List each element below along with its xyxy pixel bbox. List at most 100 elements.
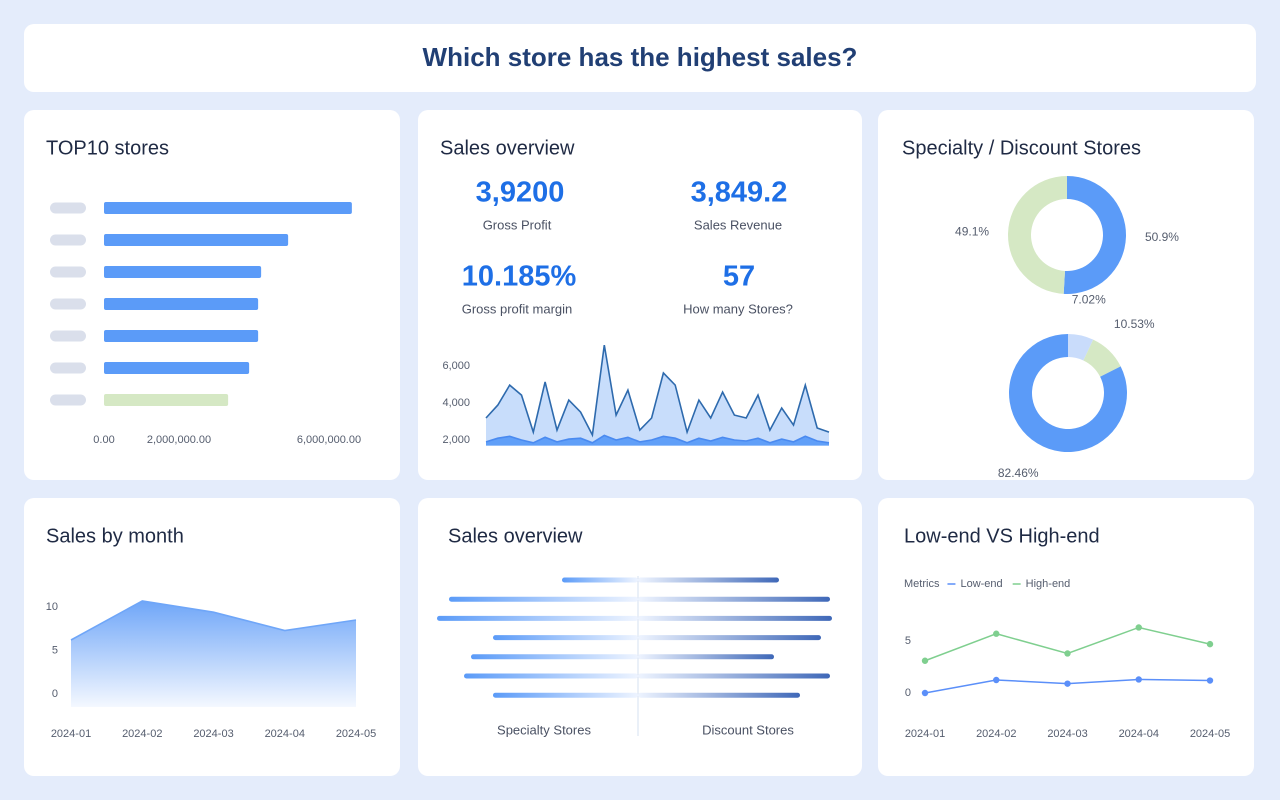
kpi-value: 10.185% [462,261,577,293]
point [993,630,1000,637]
bar [104,234,289,246]
bar [638,673,830,679]
area [71,600,356,707]
bar [104,394,229,406]
x-tick-label: 2024-02 [122,728,162,740]
category-placeholder [50,298,86,310]
category-placeholder [50,266,86,278]
y-tick-label: 0 [52,688,58,700]
kpi-label: Gross Profit [483,217,552,232]
bar [638,654,774,660]
x-tick-label: 2,000,000.00 [147,434,211,446]
kpi-label: Sales Revenue [694,217,782,232]
bar [638,692,800,698]
bar [493,635,638,641]
bar [638,615,832,621]
card [418,110,862,480]
area [486,435,829,446]
bar [638,635,821,641]
x-tick-label: 2024-05 [1190,728,1230,740]
series-label: Specialty Stores [497,722,591,737]
card [24,110,400,480]
slice-label: 50.9% [1145,230,1179,244]
chart-title: Sales overview [448,525,583,547]
legend-label: High-end [1026,578,1071,590]
x-tick-label: 2024-04 [1119,728,1159,740]
x-tick-label: 2024-01 [51,728,91,740]
x-tick-label: 0.00 [93,434,114,446]
category-placeholder [50,202,86,214]
y-tick-label: 5 [905,635,911,647]
category-placeholder [50,234,86,246]
point [1064,680,1071,687]
category-placeholder [50,362,86,374]
bar [104,330,259,342]
chart-title: TOP10 stores [46,137,169,159]
point [1064,650,1071,657]
y-tick-label: 5 [52,644,58,656]
area-line [70,600,357,641]
x-tick-label: 2024-05 [336,728,376,740]
legend-label: Low-end [960,578,1002,590]
point [1135,624,1142,631]
card [878,498,1254,776]
chart-title: Sales by month [46,525,184,547]
chart-title: Specialty / Discount Stores [902,137,1141,159]
kpi-value: 57 [723,261,755,293]
bar [104,362,250,374]
y-tick-label: 4,000 [442,397,470,409]
bar [464,673,638,679]
legend-title: Metrics [904,578,940,590]
x-tick-label: 2024-01 [905,728,945,740]
donut-slice [1007,176,1067,294]
chart-title: Low-end VS High-end [904,525,1100,547]
y-tick-label: 0 [905,687,911,699]
area-line [485,344,830,438]
bar [437,615,638,621]
header-card [24,24,1256,92]
area-line [485,434,830,444]
point [921,657,929,664]
category-placeholder [50,330,86,342]
bar [638,577,779,583]
chart-title: Sales overview [440,137,575,159]
bar [449,596,638,602]
bar [638,596,830,602]
x-tick-label: 2024-03 [1047,728,1087,740]
point [1206,640,1214,648]
kpi-value: 3,849.2 [691,177,788,209]
donut-slice [1068,334,1094,361]
donut-slice [1009,334,1127,453]
slice-label: 82.46% [998,466,1039,480]
series-label: Discount Stores [702,722,794,737]
point [921,689,929,697]
x-tick-label: 2024-04 [265,728,305,740]
point [1206,677,1214,684]
x-tick-label: 2024-02 [976,728,1016,740]
bar [104,202,352,214]
bar [493,692,638,698]
bar [471,654,638,660]
kpi-label: Gross profit margin [462,301,573,316]
bar [562,577,638,583]
page-title: Which store has the highest sales? [423,42,858,72]
area [486,345,829,446]
x-tick-label: 6,000,000.00 [297,434,361,446]
card [878,110,1254,480]
donut-slice [1063,176,1126,294]
point [1135,676,1142,683]
point [993,676,1000,684]
slice-label: 49.1% [955,224,989,238]
y-tick-label: 10 [46,601,58,613]
kpi-label: How many Stores? [683,301,793,316]
slice-label: 7.02% [1072,292,1106,306]
bar [104,266,262,278]
y-tick-label: 6,000 [442,360,470,372]
kpi-value: 3,9200 [476,177,565,209]
y-tick-label: 2,000 [442,434,470,446]
slice-label: 10.53% [1114,317,1155,331]
x-tick-label: 2024-03 [193,728,233,740]
category-placeholder [50,394,86,406]
